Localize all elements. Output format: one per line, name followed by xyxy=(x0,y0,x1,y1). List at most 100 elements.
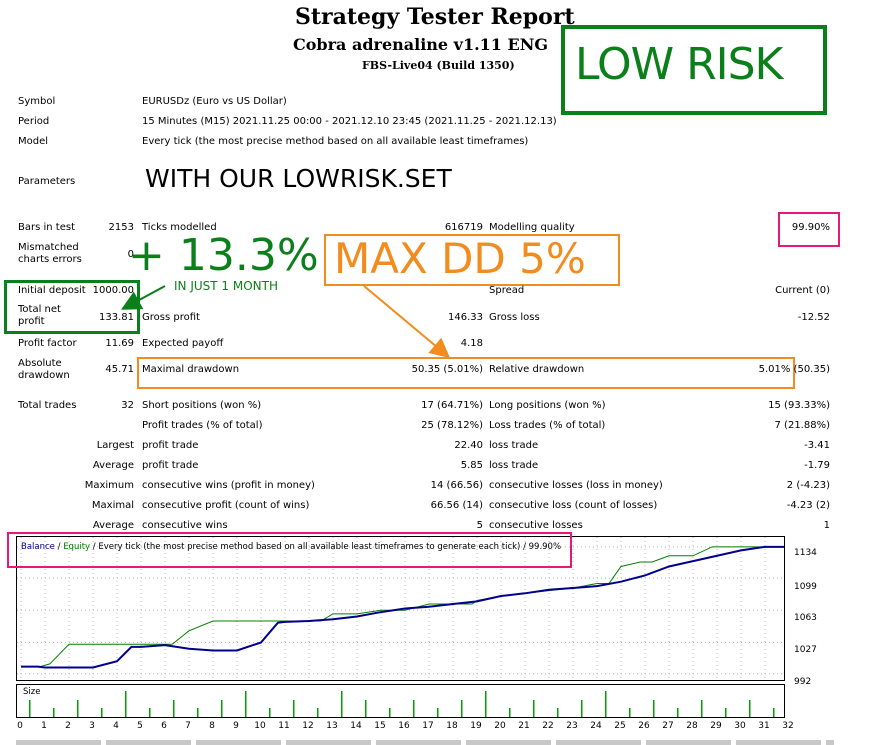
deposit-value: 1000.00 xyxy=(92,285,134,296)
size-bar-3 xyxy=(101,708,103,717)
size-bar-10 xyxy=(269,708,271,717)
maximal-label: Maximal xyxy=(91,500,134,511)
mcl-value: 2 (-4.23) xyxy=(786,480,830,491)
x-tick-1: 1 xyxy=(41,721,47,731)
x-tick-4: 4 xyxy=(113,721,119,731)
absdd-label: Absolute drawdown xyxy=(18,358,70,381)
x-tick-30: 30 xyxy=(734,721,746,731)
y-tick-3: 1027 xyxy=(794,645,817,655)
size-bar-26 xyxy=(653,700,655,717)
grossprofit-label: Gross profit xyxy=(142,312,200,323)
model-label: Model xyxy=(18,136,49,147)
x-tick-21: 21 xyxy=(518,721,530,731)
short-label: Short positions (won %) xyxy=(142,400,262,411)
x-tick-17: 17 xyxy=(422,721,434,731)
grossprofit-value: 146.33 xyxy=(448,312,483,323)
size-bar-9 xyxy=(245,691,247,717)
symbol-label: Symbol xyxy=(18,96,56,107)
x-tick-3: 3 xyxy=(89,721,95,731)
size-bar-29 xyxy=(725,708,727,717)
quality-value: 99.90% xyxy=(791,222,830,233)
x-tick-28: 28 xyxy=(686,721,698,731)
mcll-label: consecutive loss (count of losses) xyxy=(489,500,658,511)
grossloss-label: Gross loss xyxy=(489,312,540,323)
size-bar-17 xyxy=(437,708,439,717)
size-bar-11 xyxy=(293,700,295,717)
netprofit-label: Total net profit xyxy=(18,304,61,327)
y-tick-2: 1063 xyxy=(794,613,817,623)
balance-chart-svg xyxy=(17,537,784,680)
size-bar-30 xyxy=(749,700,751,717)
size-bar-4 xyxy=(125,691,127,717)
acl-label: consecutive losses xyxy=(489,520,583,531)
max-dd-badge: MAX DD 5% xyxy=(324,234,620,286)
size-bar-28 xyxy=(701,700,703,717)
llt-value: -3.41 xyxy=(804,440,830,451)
llt-label: loss trade xyxy=(489,440,539,451)
x-tick-20: 20 xyxy=(494,721,506,731)
x-tick-8: 8 xyxy=(209,721,215,731)
x-tick-31: 31 xyxy=(758,721,770,731)
size-bar-14 xyxy=(365,700,367,717)
size-bar-12 xyxy=(317,708,319,717)
y-tick-0: 1134 xyxy=(794,548,817,558)
chart-legend: Balance / Equity / Every tick (the most … xyxy=(21,542,561,552)
max-dd-text: MAX DD 5% xyxy=(334,234,586,283)
series-balance-line xyxy=(21,545,784,669)
low-risk-text: LOW RISK xyxy=(575,39,783,90)
size-bar-15 xyxy=(389,708,391,717)
size-bar-16 xyxy=(413,700,415,717)
size-bar-19 xyxy=(485,691,487,717)
x-tick-26: 26 xyxy=(638,721,650,731)
lt-value: 7 (21.88%) xyxy=(774,420,830,431)
absdd-value: 45.71 xyxy=(105,364,134,375)
quality-highlight xyxy=(778,212,840,247)
x-tick-2: 2 xyxy=(65,721,71,731)
netprofit-value: 133.81 xyxy=(99,312,134,323)
bars-value: 2153 xyxy=(108,222,134,233)
spread-label: Spread xyxy=(489,285,525,296)
parameters-label: Parameters xyxy=(18,176,76,187)
mismatched-label: Mismatched charts errors xyxy=(18,242,82,265)
size-svg xyxy=(29,691,775,717)
legend-sep: / xyxy=(54,542,64,552)
apt-label: profit trade xyxy=(142,460,199,471)
pt-value: 25 (78.12%) xyxy=(421,420,483,431)
maxdd-value: 50.35 (5.01%) xyxy=(411,364,483,375)
legend-equity: Equity xyxy=(63,542,91,552)
dd-arrow xyxy=(363,285,451,359)
acw-value: 5 xyxy=(476,520,483,531)
size-label: Size xyxy=(23,687,41,697)
period-label: Period xyxy=(18,116,50,127)
size-panel: Size xyxy=(16,684,785,718)
maximum-label: Maximum xyxy=(84,480,134,491)
bottom-scrollbar[interactable] xyxy=(16,740,834,745)
mismatched-value: 0 xyxy=(127,249,134,260)
alt-label: loss trade xyxy=(489,460,539,471)
legend-rest: / Every tick (the most precise method ba… xyxy=(90,542,562,552)
size-bar-25 xyxy=(629,708,631,717)
long-value: 15 (93.33%) xyxy=(768,400,830,411)
x-tick-15: 15 xyxy=(374,721,386,731)
largest-label: Largest xyxy=(96,440,134,451)
size-bar-21 xyxy=(533,700,535,717)
trades-label: Total trades xyxy=(18,400,77,411)
y-tick-4: 992 xyxy=(794,677,812,687)
size-bar-1 xyxy=(53,708,55,717)
x-tick-24: 24 xyxy=(590,721,602,731)
lpt-label: profit trade xyxy=(142,440,199,451)
deposit-label: Initial deposit xyxy=(18,285,86,296)
size-bar-31 xyxy=(773,708,775,717)
bars-label: Bars in test xyxy=(18,222,75,233)
period-value: 15 Minutes (M15) 2021.11.25 00:00 - 2021… xyxy=(142,116,557,127)
x-tick-11: 11 xyxy=(278,721,290,731)
size-bar-7 xyxy=(197,708,199,717)
size-bar-8 xyxy=(221,700,223,717)
x-tick-27: 27 xyxy=(662,721,674,731)
pf-value: 11.69 xyxy=(105,338,134,349)
short-value: 17 (64.71%) xyxy=(421,400,483,411)
drawdown-highlight xyxy=(137,357,795,389)
x-tick-12: 12 xyxy=(302,721,314,731)
pt-label: Profit trades (% of total) xyxy=(142,420,263,431)
